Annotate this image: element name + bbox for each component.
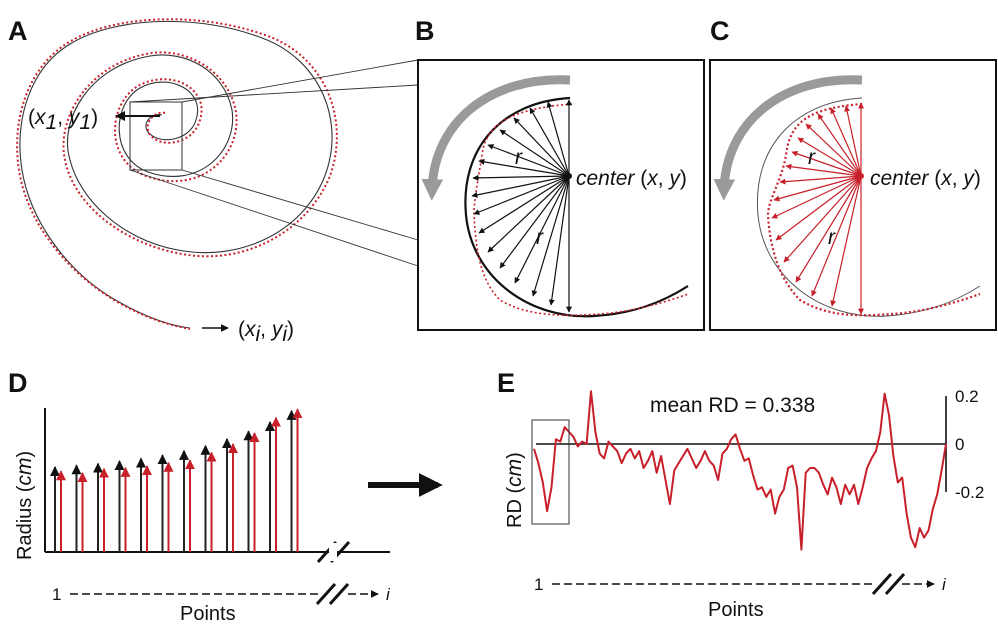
radius-arrow	[472, 174, 570, 181]
radius-arrow	[531, 175, 570, 297]
center-dot	[566, 173, 572, 179]
mean-rd-label: mean RD = 0.338	[650, 394, 815, 417]
radius-label-upper: r	[515, 146, 523, 169]
radius-arrow	[795, 175, 862, 283]
radius-arrow	[791, 150, 862, 177]
radius-arrow	[529, 107, 570, 177]
center-dot	[858, 173, 864, 179]
drawn-spiral	[16, 18, 338, 330]
radius-label-lower: r	[536, 226, 544, 249]
x-start-label: 1	[534, 575, 543, 594]
drawn-arc	[473, 103, 689, 317]
panel-label-c: C	[710, 16, 730, 46]
radius-arrow	[478, 158, 570, 177]
radius-arrow	[471, 175, 570, 198]
end-point-label: (xi, yi)	[238, 318, 294, 346]
x-axis-label: Points	[708, 599, 764, 621]
rotation-arrow	[713, 75, 863, 201]
panel-d: Radius (cm) 1 i Points	[13, 408, 391, 625]
rotation-arrow	[421, 75, 571, 201]
center-label: center (x, y)	[870, 167, 981, 190]
panel-b-frame	[417, 59, 705, 331]
radius-arrow	[830, 107, 862, 177]
radius-label-upper: r	[808, 146, 816, 169]
y-tick-label: 0.2	[955, 387, 979, 406]
radius-bars	[50, 408, 303, 552]
radius-arrow	[844, 105, 862, 177]
radius-arrow	[830, 175, 862, 307]
radius-arrow	[548, 175, 570, 306]
reference-spiral	[19, 20, 333, 329]
radius-arrow	[817, 113, 862, 177]
reference-arc	[464, 96, 689, 318]
radius-arrow	[779, 175, 862, 185]
y-axis-label: RD (cm)	[503, 452, 526, 528]
panel-a: (x1, y1) (xi, yi)	[16, 18, 419, 346]
radius-arrow	[473, 175, 570, 215]
rd-line	[533, 390, 947, 551]
drawn-arc	[766, 102, 981, 317]
radius-arrow	[771, 175, 862, 219]
radius-arrow	[797, 137, 862, 177]
radii-c	[771, 102, 864, 315]
zoom-line-4	[129, 169, 419, 267]
radius-arrow	[487, 144, 570, 177]
zoom-box	[129, 101, 183, 171]
radius-arrow	[805, 123, 862, 177]
radius-arrow	[811, 175, 862, 297]
radius-arrow	[775, 175, 862, 241]
radius-arrow	[514, 175, 570, 284]
x-axis-label: Points	[180, 603, 236, 625]
radius-arrow	[478, 175, 570, 234]
zoom-line-2	[129, 84, 419, 103]
radius-arrow	[785, 163, 862, 177]
panel-c: r r center (x, y)	[709, 59, 997, 331]
reference-arc	[756, 97, 981, 317]
radii-b	[471, 99, 572, 313]
axis-break-bottom	[315, 582, 350, 606]
panel-label-a: A	[8, 16, 28, 46]
radius-arrow	[783, 175, 862, 263]
y-axis-label: Radius (cm)	[13, 451, 36, 560]
center-label: center (x, y)	[576, 167, 687, 190]
panel-b: r r center (x, y)	[417, 59, 705, 331]
y-tick-label: -0.2	[955, 483, 984, 502]
radius-arrow	[773, 175, 862, 202]
panel-e: 0.2 0 -0.2 mean RD = 0.338 RD (cm) 1 i P…	[503, 387, 984, 621]
panel-c-frame	[709, 59, 997, 331]
panel-label-d: D	[8, 368, 28, 398]
radius-arrow	[487, 175, 570, 253]
y-tick-label: 0	[955, 435, 964, 454]
zoom-line-3	[181, 169, 419, 241]
x-end-label: i	[942, 575, 947, 594]
radius-arrow	[499, 175, 570, 269]
zoom-line-1	[181, 59, 419, 103]
radius-arrow	[513, 117, 570, 177]
start-point-label: (x1, y1)	[28, 106, 98, 134]
radius-arrow	[499, 129, 570, 177]
x-start-label: 1	[52, 585, 61, 604]
x-end-label: i	[386, 585, 391, 604]
radius-arrow	[546, 101, 570, 177]
panel-label-e: E	[497, 368, 515, 398]
panel-label-b: B	[415, 16, 435, 46]
highlight-box	[531, 419, 570, 525]
axis-break-bottom	[871, 572, 906, 596]
radius-label-lower: r	[828, 226, 836, 249]
